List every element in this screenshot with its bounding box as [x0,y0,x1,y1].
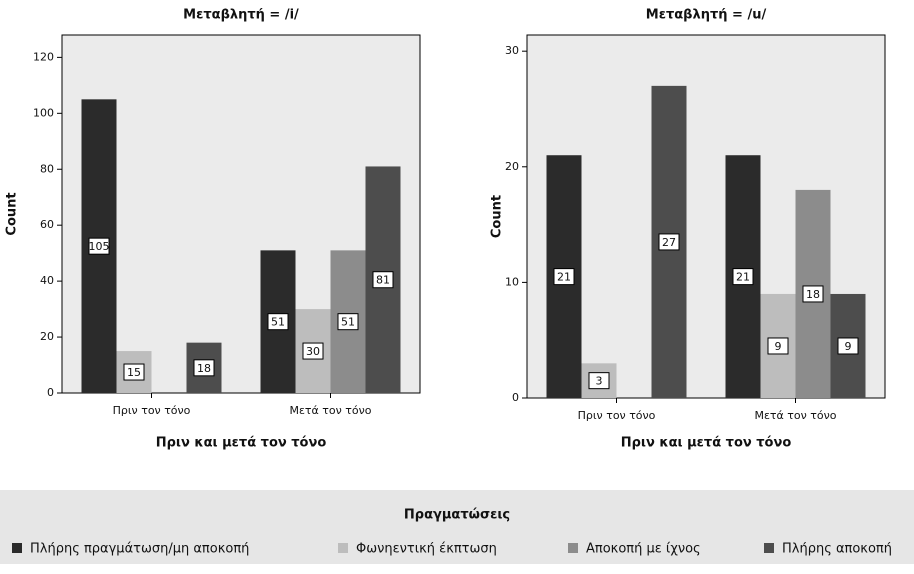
y-tick-label: 10 [505,275,519,288]
legend-label: Πλήρης πραγμάτωση/μη αποκοπή [30,542,249,557]
x-tick-label: Μετά τον τόνο [289,404,371,417]
data-label-box [658,233,680,251]
data-label-box [767,337,789,355]
data-label: 9 [845,340,852,353]
data-label-box [802,285,824,303]
data-label: 18 [197,362,211,375]
y-tick-label: 80 [40,162,54,175]
legend-swatch [568,543,578,553]
legend-title: Πραγματώσεις [404,508,510,523]
y-tick-label: 100 [33,106,54,119]
data-label: 18 [806,288,820,301]
x-axis-label: Πριν και μετά τον τόνο [621,436,792,451]
data-label: 9 [775,340,782,353]
y-tick-label: 60 [40,218,54,231]
y-tick-label: 0 [512,391,519,404]
legend-swatch [764,543,774,553]
data-label: 21 [736,271,750,284]
data-label: 105 [89,240,110,253]
data-label-box [302,342,324,360]
x-tick-label: Πριν τον τόνο [113,404,191,417]
data-label: 15 [127,366,141,379]
x-tick-label: Πριν τον τόνο [578,409,656,422]
data-label-box [337,313,359,331]
data-label-box [732,268,754,286]
y-tick-label: 20 [40,330,54,343]
legend-swatch [12,543,22,553]
data-label: 30 [306,345,320,358]
y-axis-label: Count [490,195,505,238]
data-label-box [837,337,859,355]
data-label-box [267,313,289,331]
y-tick-label: 120 [33,50,54,63]
data-label-box [372,271,394,289]
chart-title: Μεταβλητή = /i/ [183,8,299,23]
data-label: 3 [596,375,603,388]
data-label: 81 [376,274,390,287]
data-label: 51 [341,316,355,329]
data-label: 27 [662,236,676,249]
data-label-box [553,268,575,286]
y-tick-label: 30 [505,44,519,57]
x-axis-label: Πριν και μετά τον τόνο [156,436,327,451]
y-tick-label: 20 [505,160,519,173]
legend-label: Αποκοπή με ίχνος [586,542,701,557]
data-label: 21 [557,271,571,284]
legend-swatch [338,543,348,553]
legend-label: Φωνηεντική έκπτωση [356,542,497,557]
legend-label: Πλήρης αποκοπή [782,542,892,557]
data-label-box [193,359,215,377]
data-label: 51 [271,316,285,329]
y-axis-label: Count [5,192,20,235]
legend-box [0,490,914,564]
data-label-box [88,237,110,255]
data-label-box [123,363,145,381]
y-tick-label: 0 [47,386,54,399]
y-tick-label: 40 [40,274,54,287]
x-tick-label: Μετά τον τόνο [754,409,836,422]
data-label-box [588,372,610,390]
chart-title: Μεταβλητή = /u/ [646,8,767,23]
